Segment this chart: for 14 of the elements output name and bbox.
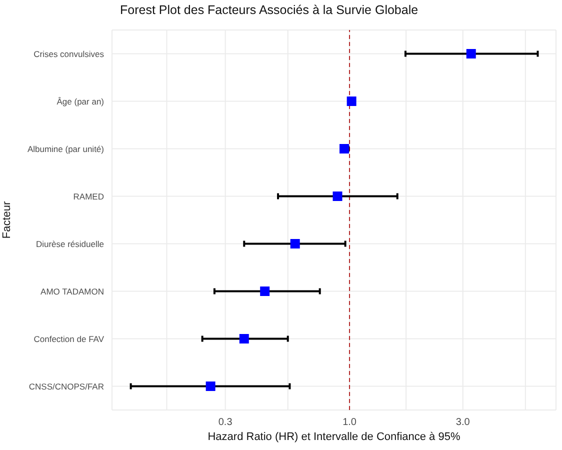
x-axis-title: Hazard Ratio (HR) et Intervalle de Confiance à 95% [208, 431, 460, 443]
y-tick-label: Confection de FAV [34, 334, 104, 344]
chart-title: Forest Plot des Facteurs Associés à la Survie Globale [120, 3, 418, 17]
x-tick-label: 3.0 [456, 417, 470, 428]
y-tick-label: Crises convulsives [34, 48, 104, 59]
y-axis-title: Facteur [0, 201, 13, 239]
x-tick-label: 0.3 [218, 417, 233, 428]
x-tick-label: 1.0 [342, 417, 357, 428]
y-tick-label: Âge (par an) [56, 96, 104, 106]
y-tick-label: AMO TADAMON [40, 286, 104, 296]
y-tick-label: Diurèse résiduelle [36, 238, 104, 249]
y-tick-label: Albumine (par unité) [27, 144, 104, 154]
y-tick-label: RAMED [73, 191, 104, 202]
y-tick-label: CNSS/CNOPS/FAR [28, 381, 104, 392]
